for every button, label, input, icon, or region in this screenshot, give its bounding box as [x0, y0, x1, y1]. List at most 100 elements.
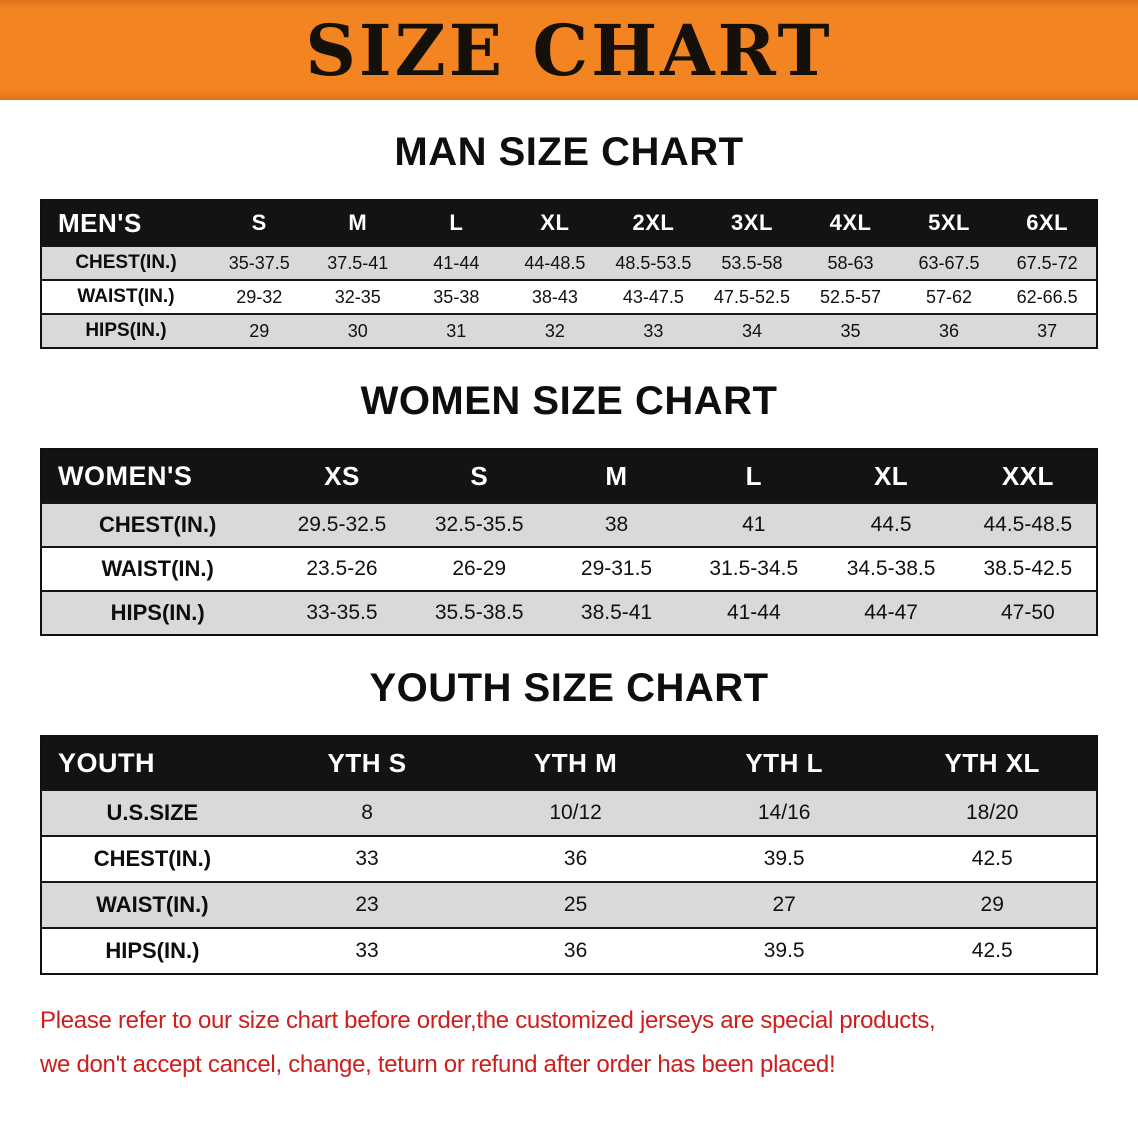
size-value-cell: 29.5-32.5 — [297, 513, 387, 536]
size-value-cell: 41-44 — [433, 252, 480, 273]
size-chart-page: SIZE CHART MAN SIZE CHART MEN'S S M L XL 2XL 3X… — [0, 0, 1138, 1082]
size-value-cell: 33 — [355, 847, 379, 870]
banner: SIZE CHART — [0, 0, 1138, 100]
size-value-cell: 42.5 — [971, 939, 1013, 962]
row-label: U.S.SIZE — [106, 800, 199, 825]
size-header-cell: M — [308, 200, 408, 246]
table-row: WAIST(IN.) 23 25 27 29 — [41, 882, 1097, 928]
size-value-cell: 33-35.5 — [306, 601, 378, 624]
size-value-cell: 41-44 — [726, 601, 781, 624]
row-label: WAIST(IN.) — [77, 286, 175, 307]
size-header-cell: YTH M — [471, 736, 680, 790]
size-value-cell: 42.5 — [971, 847, 1013, 870]
table-row: HIPS(IN.) 33 36 39.5 42.5 — [41, 928, 1097, 974]
size-value-cell: 8 — [361, 801, 373, 824]
men-section-heading: MAN SIZE CHART — [394, 130, 744, 174]
size-value-cell: 36 — [939, 320, 960, 341]
size-value-cell: 47.5-52.5 — [713, 286, 790, 307]
size-header-cell: XXL — [959, 449, 1097, 503]
size-value-cell: 38.5-41 — [580, 601, 653, 624]
size-value-cell: 38 — [604, 513, 629, 536]
size-value-cell: 29 — [980, 893, 1004, 916]
size-header-cell: M — [547, 449, 686, 503]
size-value-cell: 44.5-48.5 — [983, 513, 1073, 536]
size-header-cell: L — [407, 200, 506, 246]
size-value-cell: 26-29 — [452, 557, 507, 580]
size-header-cell: YTH S — [262, 736, 472, 790]
size-value-cell: 31.5-34.5 — [709, 557, 799, 580]
table-row: HIPS(IN.) 29 30 31 32 33 34 35 36 37 — [41, 314, 1097, 348]
size-value-cell: 36 — [563, 939, 588, 962]
size-value-cell: 34.5-38.5 — [846, 557, 936, 580]
table-row: WAIST(IN.) 29-32 32-35 35-38 38-43 43-47.5 47.… — [41, 280, 1097, 314]
size-value-cell: 32 — [544, 320, 565, 341]
women-size-table: WOMEN'S XS S M L XL XXL CHEST(IN.) 29.5-32.5 32.5… — [40, 448, 1098, 636]
youth-size-table: YOUTH YTH S YTH M YTH L YTH XL U.S.SIZE 8 10/12… — [40, 735, 1098, 975]
size-value-cell: 33 — [355, 939, 379, 962]
size-header-cell: YTH L — [679, 736, 889, 790]
men-size-table: MEN'S S M L XL 2XL 3XL 4XL 5XL 6XL CHEST(IN.) 35-37… — [40, 199, 1098, 349]
section-women: WOMEN SIZE CHART WOMEN'S XS S M L XL XXL CHEST(I… — [0, 379, 1138, 636]
size-value-cell: 33 — [643, 320, 664, 341]
table-title-cell: MEN'S — [41, 200, 210, 246]
women-section-heading: WOMEN SIZE CHART — [360, 379, 778, 423]
size-value-cell: 30 — [347, 320, 368, 341]
row-label: CHEST(IN.) — [93, 846, 212, 871]
size-value-cell: 29-32 — [236, 286, 283, 307]
size-chart-sections: MAN SIZE CHART MEN'S S M L XL 2XL 3XL 4XL 5XL 6XL C… — [0, 130, 1138, 975]
size-value-cell: 37.5-41 — [327, 252, 389, 273]
row-label: WAIST(IN.) — [96, 892, 209, 917]
youth-section-heading: YOUTH SIZE CHART — [369, 666, 769, 710]
size-value-cell: 44-48.5 — [524, 252, 586, 273]
table-header-row: YOUTH YTH S YTH M YTH L YTH XL — [41, 736, 1097, 790]
size-value-cell: 53.5-58 — [721, 252, 783, 273]
size-value-cell: 23 — [355, 893, 379, 916]
disclaimer-line-1: Please refer to our size chart before or… — [40, 1007, 936, 1034]
size-value-cell: 39.5 — [763, 939, 805, 962]
size-header-cell: 2XL — [604, 200, 703, 246]
size-header-cell: S — [410, 449, 548, 503]
size-value-cell: 35-38 — [433, 286, 480, 307]
size-value-cell: 36 — [563, 847, 588, 870]
size-value-cell: 48.5-53.5 — [615, 252, 692, 273]
size-value-cell: 44.5 — [870, 513, 912, 536]
size-header-cell: XS — [273, 449, 411, 503]
size-value-cell: 44-47 — [864, 601, 918, 624]
row-label: CHEST(IN.) — [75, 252, 177, 273]
size-value-cell: 39.5 — [763, 847, 805, 870]
table-header-row: MEN'S S M L XL 2XL 3XL 4XL 5XL 6XL — [41, 200, 1097, 246]
size-header-cell: XL — [505, 200, 605, 246]
size-value-cell: 57-62 — [926, 286, 973, 307]
size-value-cell: 35 — [840, 320, 861, 341]
size-value-cell: 58-63 — [827, 252, 874, 273]
disclaimer: Please refer to our size chart before or… — [40, 1005, 1138, 1082]
size-header-cell: 3XL — [702, 200, 802, 246]
size-value-cell: 38.5-42.5 — [983, 557, 1073, 580]
size-header-cell: XL — [822, 449, 960, 503]
section-youth: YOUTH SIZE CHART YOUTH YTH S YTH M YTH L YTH … — [0, 666, 1138, 975]
row-label: WAIST(IN.) — [101, 556, 214, 581]
size-value-cell: 67.5-72 — [1016, 252, 1078, 273]
size-value-cell: 18/20 — [965, 801, 1019, 824]
table-row: U.S.SIZE 8 10/12 14/16 18/20 — [41, 790, 1097, 836]
row-label: HIPS(IN.) — [105, 938, 200, 963]
size-value-cell: 29 — [249, 320, 270, 341]
table-row: CHEST(IN.) 33 36 39.5 42.5 — [41, 836, 1097, 882]
size-value-cell: 62-66.5 — [1016, 286, 1078, 307]
size-header-cell: L — [685, 449, 823, 503]
size-value-cell: 34 — [741, 320, 762, 341]
row-label: HIPS(IN.) — [85, 320, 167, 341]
size-value-cell: 52.5-57 — [819, 286, 882, 307]
table-row: CHEST(IN.) 35-37.5 37.5-41 41-44 44-48.5 48.5… — [41, 246, 1097, 280]
row-label: HIPS(IN.) — [110, 600, 205, 625]
size-value-cell: 63-67.5 — [918, 252, 980, 273]
row-label: CHEST(IN.) — [98, 512, 217, 537]
page-title: SIZE CHART — [305, 8, 833, 92]
size-value-cell: 32-35 — [334, 286, 381, 307]
size-value-cell: 10/12 — [549, 801, 602, 824]
size-value-cell: 32.5-35.5 — [434, 513, 524, 536]
size-header-cell: YTH XL — [888, 736, 1097, 790]
size-value-cell: 43-47.5 — [622, 286, 684, 307]
table-header-row: WOMEN'S XS S M L XL XXL — [41, 449, 1097, 503]
size-header-cell: 6XL — [998, 200, 1097, 246]
